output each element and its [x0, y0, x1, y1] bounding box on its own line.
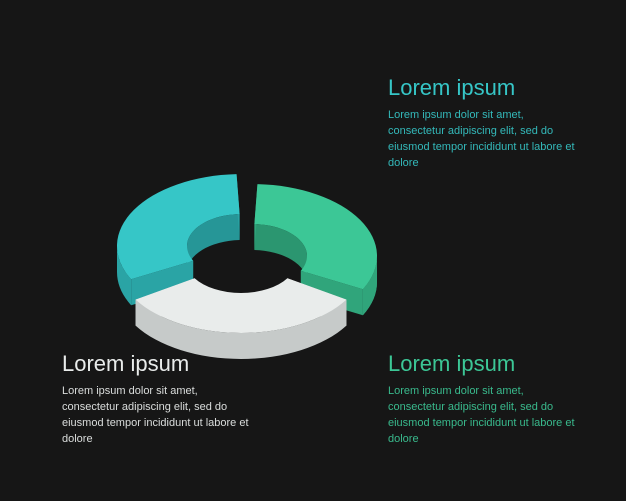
text-block-white: Lorem ipsum Lorem ipsum dolor sit amet, …: [62, 352, 252, 448]
infographic-canvas: Lorem ipsum Lorem ipsum dolor sit amet, …: [0, 0, 626, 501]
text-block-body: Lorem ipsum dolor sit amet, consectetur …: [62, 384, 252, 448]
text-block-title: Lorem ipsum: [388, 352, 578, 376]
text-block-body: Lorem ipsum dolor sit amet, consectetur …: [388, 384, 578, 448]
text-block-title: Lorem ipsum: [388, 76, 578, 100]
text-block-cyan: Lorem ipsum Lorem ipsum dolor sit amet, …: [388, 76, 578, 172]
text-block-title: Lorem ipsum: [62, 352, 252, 376]
text-block-green: Lorem ipsum Lorem ipsum dolor sit amet, …: [388, 352, 578, 448]
text-block-body: Lorem ipsum dolor sit amet, consectetur …: [388, 108, 578, 172]
